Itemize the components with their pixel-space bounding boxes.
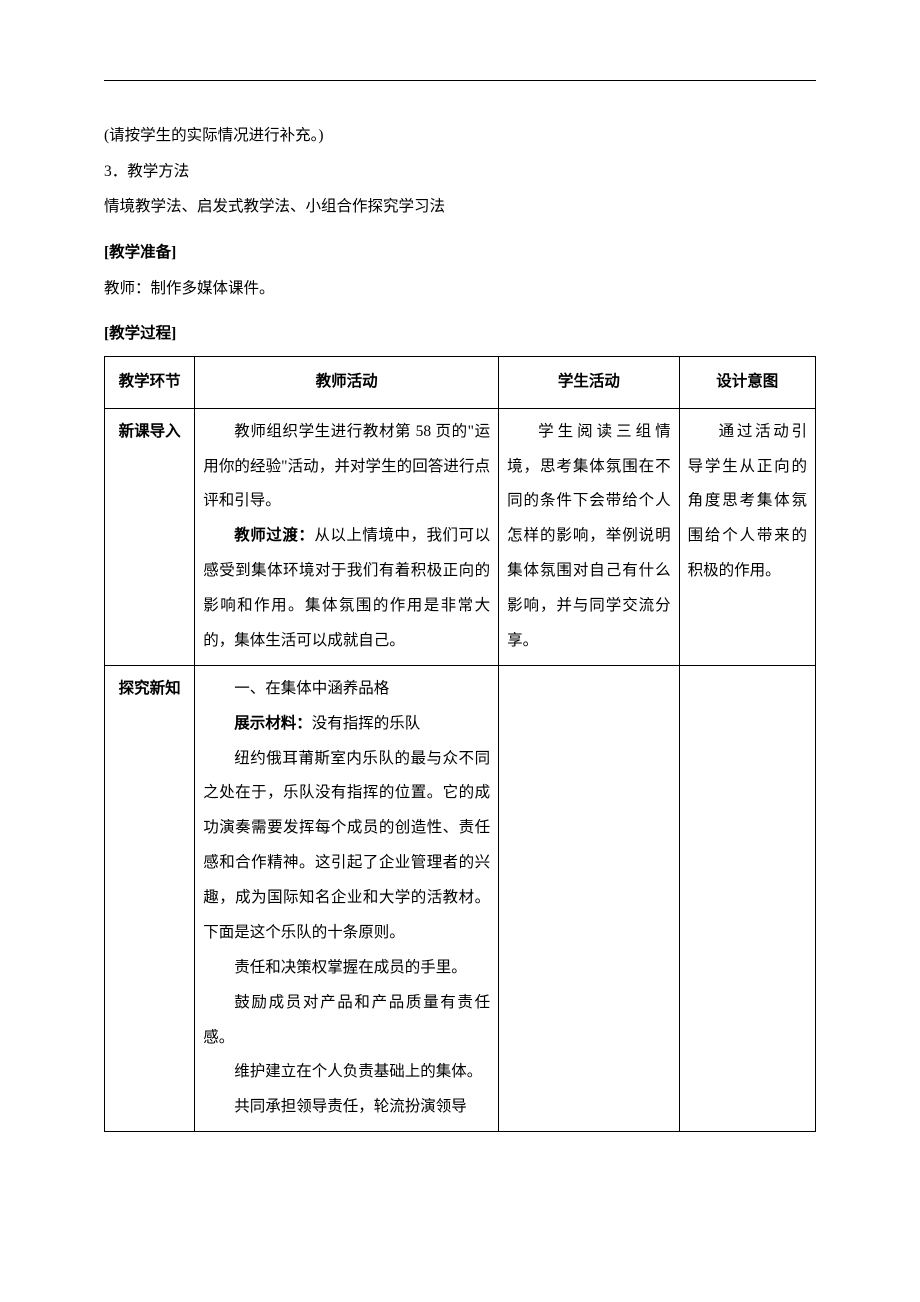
- cell-stage-1: 新课导入: [105, 408, 195, 665]
- cell-intent-2: [679, 665, 815, 1131]
- th-stage: 教学环节: [105, 356, 195, 408]
- cell-teacher-2: 一、在集体中涵养品格 展示材料：没有指挥的乐队 纽约俄耳莆斯室内乐队的最与众不同…: [195, 665, 499, 1131]
- teacher-2-p5: 鼓励成员对产品和产品质量有责任感。: [203, 986, 490, 1056]
- intro-note: (请按学生的实际情况进行补充。): [104, 118, 816, 154]
- student-1-p1: 学生阅读三组情境，思考集体氛围在不同的条件下会带给个人怎样的影响，举例说明集体氛…: [507, 415, 671, 659]
- header-rule: [104, 80, 816, 81]
- cell-intent-1: 通过活动引导学生从正向的角度思考集体氛围给个人带来的积极的作用。: [679, 408, 815, 665]
- teacher-1-p1: 教师组织学生进行教材第 58 页的"运用你的经验"活动，并对学生的回答进行点评和…: [203, 415, 490, 520]
- teacher-1-p2-rest: 从以上情境中，我们可以感受到集体环境对于我们有着积极正向的影响和作用。集体氛围的…: [203, 527, 490, 649]
- teacher-2-p3: 纽约俄耳莆斯室内乐队的最与众不同之处在于，乐队没有指挥的位置。它的成功演奏需要发…: [203, 742, 490, 951]
- intro-methods-text: 情境教学法、启发式教学法、小组合作探究学习法: [104, 189, 816, 225]
- cell-stage-2: 探究新知: [105, 665, 195, 1131]
- teacher-2-p6: 维护建立在个人负责基础上的集体。: [203, 1055, 490, 1090]
- teacher-1-p2: 教师过渡：从以上情境中，我们可以感受到集体环境对于我们有着积极正向的影响和作用。…: [203, 519, 490, 659]
- intro-methods-num: 3．教学方法: [104, 154, 816, 190]
- table-row: 探究新知 一、在集体中涵养品格 展示材料：没有指挥的乐队 纽约俄耳莆斯室内乐队的…: [105, 665, 816, 1131]
- document-body: (请按学生的实际情况进行补充。) 3．教学方法 情境教学法、启发式教学法、小组合…: [104, 0, 816, 1132]
- teacher-2-p7: 共同承担领导责任，轮流扮演领导: [203, 1090, 490, 1125]
- teacher-2-p4: 责任和决策权掌握在成员的手里。: [203, 951, 490, 986]
- table-header-row: 教学环节 教师活动 学生活动 设计意图: [105, 356, 816, 408]
- th-intent: 设计意图: [679, 356, 815, 408]
- th-teacher: 教师活动: [195, 356, 499, 408]
- teacher-2-p2-bold: 展示材料：: [234, 715, 312, 732]
- teacher-2-p2-rest: 没有指挥的乐队: [312, 715, 421, 732]
- table-row: 新课导入 教师组织学生进行教材第 58 页的"运用你的经验"活动，并对学生的回答…: [105, 408, 816, 665]
- cell-teacher-1: 教师组织学生进行教材第 58 页的"运用你的经验"活动，并对学生的回答进行点评和…: [195, 408, 499, 665]
- document-page: (请按学生的实际情况进行补充。) 3．教学方法 情境教学法、启发式教学法、小组合…: [0, 0, 920, 1302]
- prep-line: 教师：制作多媒体课件。: [104, 271, 816, 307]
- intent-1-p1: 通过活动引导学生从正向的角度思考集体氛围给个人带来的积极的作用。: [688, 415, 807, 589]
- section-prep-heading: [教学准备]: [104, 235, 816, 271]
- section-process-heading: [教学过程]: [104, 316, 816, 352]
- th-student: 学生活动: [499, 356, 680, 408]
- teacher-1-p2-bold: 教师过渡：: [234, 527, 314, 544]
- teacher-2-p1: 一、在集体中涵养品格: [203, 672, 490, 707]
- teacher-2-p2: 展示材料：没有指挥的乐队: [203, 707, 490, 742]
- cell-student-2: [499, 665, 680, 1131]
- lesson-table: 教学环节 教师活动 学生活动 设计意图 新课导入 教师组织学生进行教材第 58 …: [104, 356, 816, 1132]
- cell-student-1: 学生阅读三组情境，思考集体氛围在不同的条件下会带给个人怎样的影响，举例说明集体氛…: [499, 408, 680, 665]
